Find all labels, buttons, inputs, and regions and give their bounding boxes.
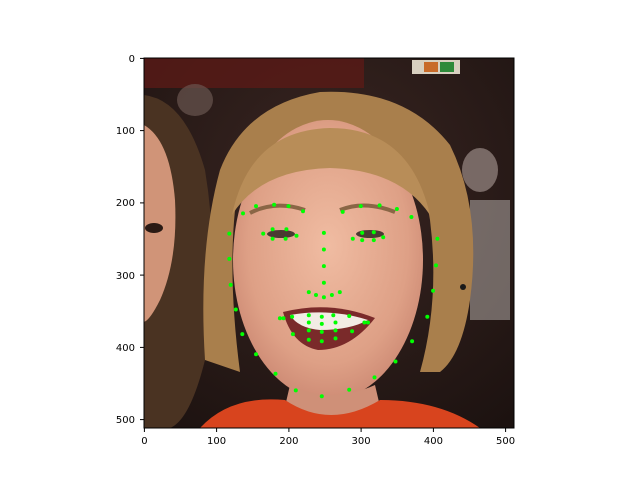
exit-sign	[412, 60, 460, 74]
landmark-point	[381, 235, 386, 240]
landmark-point	[254, 204, 258, 209]
landmark-point	[301, 209, 305, 214]
landmark-point	[331, 313, 336, 318]
axes-frame	[143, 57, 515, 429]
landmark-point	[270, 227, 275, 232]
landmark-point	[319, 339, 324, 344]
landmark-point	[306, 313, 311, 318]
x-tick-label: 0	[141, 436, 147, 447]
y-axis: 0 100 200 300 400 500	[116, 54, 144, 426]
landmark-point	[306, 320, 311, 325]
landmark-point	[358, 204, 363, 209]
landmark-point	[321, 247, 326, 252]
landmark-point	[377, 203, 382, 208]
landmark-point	[366, 320, 370, 325]
landmark-point	[347, 314, 352, 318]
landmark-point	[314, 293, 318, 297]
landmark-point	[284, 227, 289, 232]
landmark-point	[286, 204, 291, 209]
landmark-point	[371, 230, 376, 235]
landmark-point	[347, 387, 352, 392]
landmark-point	[410, 339, 415, 344]
landmark-point	[261, 231, 266, 236]
y-tick-label: 0	[129, 54, 135, 65]
x-tick-label: 200	[279, 436, 298, 447]
landmark-point	[241, 211, 245, 216]
landmark-point	[329, 293, 334, 297]
landmark-point	[333, 336, 338, 341]
landmark-point	[294, 233, 299, 238]
landmark-point	[321, 264, 326, 269]
landmark-point	[333, 320, 338, 325]
y-tick-label: 400	[116, 343, 135, 354]
landmark-point	[277, 316, 282, 321]
landmark-point	[340, 209, 345, 214]
photo	[144, 58, 514, 428]
landmark-point	[360, 238, 365, 243]
landmark-point	[350, 329, 355, 334]
landmark-point	[306, 337, 311, 342]
landmark-point	[283, 236, 288, 241]
y-tick-label: 500	[116, 415, 135, 426]
landmark-point	[281, 316, 286, 321]
x-axis: 0 100 200 300 400 500	[141, 428, 515, 447]
landmark-point	[337, 290, 342, 295]
landmark-point	[350, 236, 355, 241]
landmark-point	[227, 256, 232, 261]
y-tick-label: 300	[116, 271, 135, 282]
landmark-point	[306, 290, 311, 295]
landmark-point	[319, 329, 324, 334]
landmark-point	[431, 288, 436, 293]
landmark-point	[240, 332, 245, 337]
landmark-point	[228, 282, 233, 287]
landmark-point	[306, 328, 311, 333]
face	[233, 120, 423, 400]
landmark-point	[321, 280, 326, 285]
landmark-point	[319, 321, 324, 326]
landmark-point	[321, 230, 326, 235]
landmark-points	[227, 202, 440, 399]
shirt	[200, 399, 480, 428]
landmark-point	[290, 332, 295, 337]
landmark-point	[409, 215, 414, 219]
landmark-point	[425, 314, 430, 319]
y-tick-label: 100	[116, 126, 135, 137]
landmark-point	[435, 236, 440, 241]
landmark-point	[293, 388, 298, 393]
landmark-point	[372, 375, 377, 380]
landmark-point	[319, 394, 324, 399]
landmark-point	[254, 352, 258, 357]
x-tick-label: 400	[424, 436, 443, 447]
landmark-point	[333, 328, 338, 333]
x-tick-label: 100	[207, 436, 226, 447]
landmark-point	[290, 314, 295, 319]
landmark-point	[233, 307, 238, 312]
landmark-point	[273, 371, 278, 376]
landmark-point	[227, 231, 232, 236]
landmark-point	[394, 207, 399, 211]
landmark-point	[362, 320, 367, 325]
x-tick-label: 300	[352, 436, 371, 447]
landmark-point	[270, 236, 275, 241]
landmark-point	[393, 359, 398, 364]
landmark-point	[371, 238, 376, 243]
y-tick-label: 200	[116, 198, 135, 209]
landmark-point	[272, 202, 277, 207]
landmark-point	[434, 263, 438, 268]
x-tick-label: 500	[496, 436, 515, 447]
landmark-point	[321, 295, 326, 300]
landmark-point	[319, 314, 324, 319]
landmark-point	[360, 230, 365, 235]
